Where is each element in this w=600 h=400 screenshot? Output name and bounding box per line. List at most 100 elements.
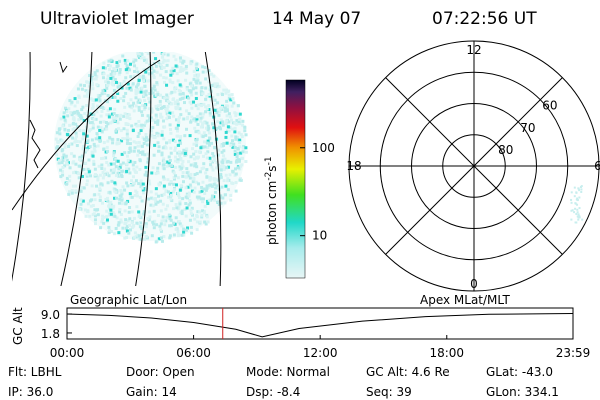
uv-pixel [102,141,106,145]
uv-pixel [67,107,71,111]
uv-pixel [133,69,137,73]
uv-pixel [123,188,127,192]
uv-pixel [55,131,59,135]
uv-pixel [136,153,140,157]
uv-pixel [195,115,199,119]
uv-pixel [192,117,196,121]
uv-pixel [137,237,141,241]
uv-pixel [202,102,206,106]
uv-pixel [186,115,190,119]
uv-pixel [172,233,176,237]
uv-pixel [166,99,170,103]
uv-pixel [90,81,94,85]
uv-pixel [134,58,138,62]
uv-pixel [183,151,187,155]
uv-pixel [82,119,86,123]
uv-pixel [151,166,155,170]
uv-pixel [200,213,204,217]
uv-pixel [100,217,104,221]
uv-pixel [98,129,102,133]
uv-pixel [160,219,164,223]
uv-pixel [84,172,88,176]
uv-pixel [219,175,223,179]
uv-pixel [102,147,106,151]
uv-pixel [125,225,129,229]
uv-pixel [117,167,121,171]
uv-pixel [154,115,158,119]
uv-pixel [89,78,93,82]
uv-pixel [233,111,237,115]
uv-pixel [180,166,184,170]
status-footer: Flt: LBHL Door: Open Mode: Normal GC Alt: 4… [8,365,559,399]
uv-pixel [226,125,230,129]
uv-pixel [127,150,131,154]
uv-pixel [174,118,178,122]
uv-pixel [104,124,108,128]
uv-pixel [168,123,172,127]
uv-pixel [158,103,162,107]
uv-pixel [161,215,165,219]
uv-pixel [105,161,109,165]
uv-pixel [150,107,154,111]
uv-pixel [194,162,198,166]
uv-pixel [157,145,161,149]
uv-pixel [168,80,172,84]
uv-pixel [84,161,88,165]
uv-pixel [84,129,88,133]
uv-pixel [74,122,78,126]
uv-pixel [178,139,182,143]
uv-pixel [152,76,156,80]
uv-pixel [135,194,139,198]
altitude-line [66,313,574,338]
uv-pixel [160,129,164,133]
uv-pixel [133,231,137,235]
uv-pixel [190,93,194,97]
uv-pixel [226,188,230,192]
uv-pixel [142,230,146,234]
uv-pixel [111,75,115,79]
uv-pixel [222,154,226,158]
uv-pixel [63,127,67,131]
uv-pixel [174,126,178,130]
uv-pixel [133,64,137,68]
uv-pixel [87,89,91,93]
uv-pixel [187,174,191,178]
uv-pixel [155,83,159,87]
uv-pixel [216,153,220,157]
uv-pixel [61,158,65,162]
uv-pixel [188,100,192,104]
uv-pixel [88,145,92,149]
uv-pixel [192,190,196,194]
uv-pixel [169,193,173,197]
uv-pixel [135,221,139,225]
uv-pixel [98,187,102,191]
uv-pixel [116,159,120,163]
uv-pixel [133,169,137,173]
uv-pixel [122,127,126,131]
uv-pixel [85,80,89,84]
uv-pixel [134,96,138,100]
uv-pixel [173,90,177,94]
uv-pixel [118,165,122,169]
uv-pixel [83,94,87,98]
uv-pixel [107,163,111,167]
uv-pixel [85,183,89,187]
uv-pixel [576,197,579,200]
uv-pixel [134,170,138,174]
mlt-line [385,77,563,255]
uv-pixel [57,127,61,131]
uv-pixel [130,106,134,110]
uv-pixel [207,92,211,96]
uv-pixel [198,210,202,214]
uv-pixel [238,122,242,126]
uv-pixel [109,121,113,125]
uv-pixel [233,149,237,153]
uv-pixel [195,220,199,224]
uv-pixel [150,71,154,75]
uv-pixel [72,154,76,158]
uv-pixel [580,188,583,191]
uv-pixel [125,141,129,145]
uv-pixel [169,197,173,201]
uv-pixel [208,136,212,140]
